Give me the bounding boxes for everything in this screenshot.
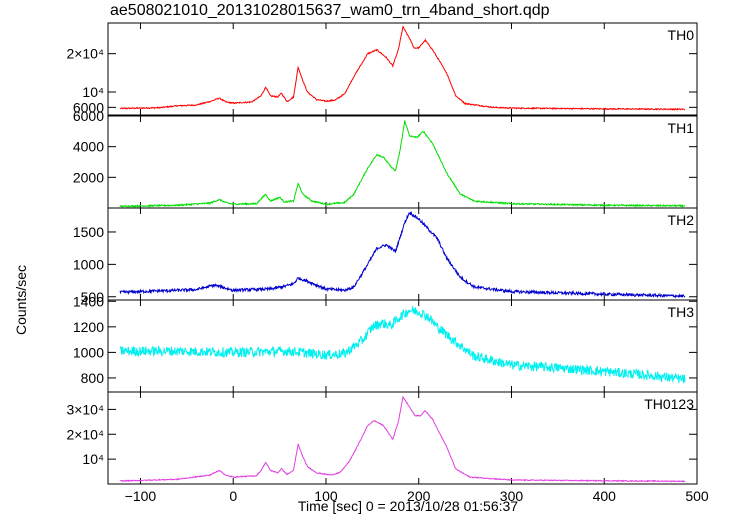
x-tick-label: 100 <box>314 488 338 504</box>
panel-frame <box>107 207 698 301</box>
x-tick-label: 200 <box>407 488 431 504</box>
series-line-th1 <box>119 120 686 208</box>
series-line-th2 <box>119 210 686 299</box>
x-axis-label: Time [sec] 0 = 2013/10/28 01:56:37 <box>297 498 519 514</box>
panel-name-label: TH1 <box>668 120 695 136</box>
panel-name-label: TH0123 <box>644 396 694 412</box>
y-tick-label: 800 <box>81 370 105 386</box>
y-tick-label: 1500 <box>73 224 104 240</box>
y-tick-label: 1000 <box>73 256 104 272</box>
y-tick-label: 10⁴ <box>82 84 104 100</box>
x-tick-label: 300 <box>500 488 524 504</box>
y-tick-label: 1000 <box>73 344 104 360</box>
series-line-th0 <box>119 25 686 111</box>
y-tick-label: 500 <box>81 289 105 305</box>
x-tick-label: 500 <box>685 488 709 504</box>
x-tick-label: −100 <box>125 488 157 504</box>
panel-frame <box>107 391 698 485</box>
x-tick-label: 400 <box>593 488 617 504</box>
y-tick-label: 1200 <box>73 319 104 335</box>
panel-name-label: TH2 <box>668 212 695 228</box>
y-tick-label: 6000 <box>73 108 104 124</box>
y-tick-label: 2000 <box>73 169 104 185</box>
panel-name-label: TH3 <box>668 304 695 320</box>
y-tick-label: 3×10⁴ <box>66 401 104 417</box>
x-tick-label: 0 <box>229 488 237 504</box>
y-tick-label: 4000 <box>73 139 104 155</box>
y-tick-label: 2×10⁴ <box>66 46 104 62</box>
chart-title: ae508021010_20131028015637_wam0_trn_4ban… <box>110 2 550 19</box>
series-line-th0123 <box>119 395 686 483</box>
panel-frame <box>107 115 698 209</box>
y-tick-label: 6000 <box>73 99 104 115</box>
y-tick-label: 1400 <box>73 293 104 309</box>
panel-frame <box>107 22 698 116</box>
y-tick-label: 10⁴ <box>82 451 104 467</box>
series-line-th3 <box>119 306 686 384</box>
panel-name-label: TH0 <box>668 27 695 43</box>
y-tick-label: 2×10⁴ <box>66 426 104 442</box>
